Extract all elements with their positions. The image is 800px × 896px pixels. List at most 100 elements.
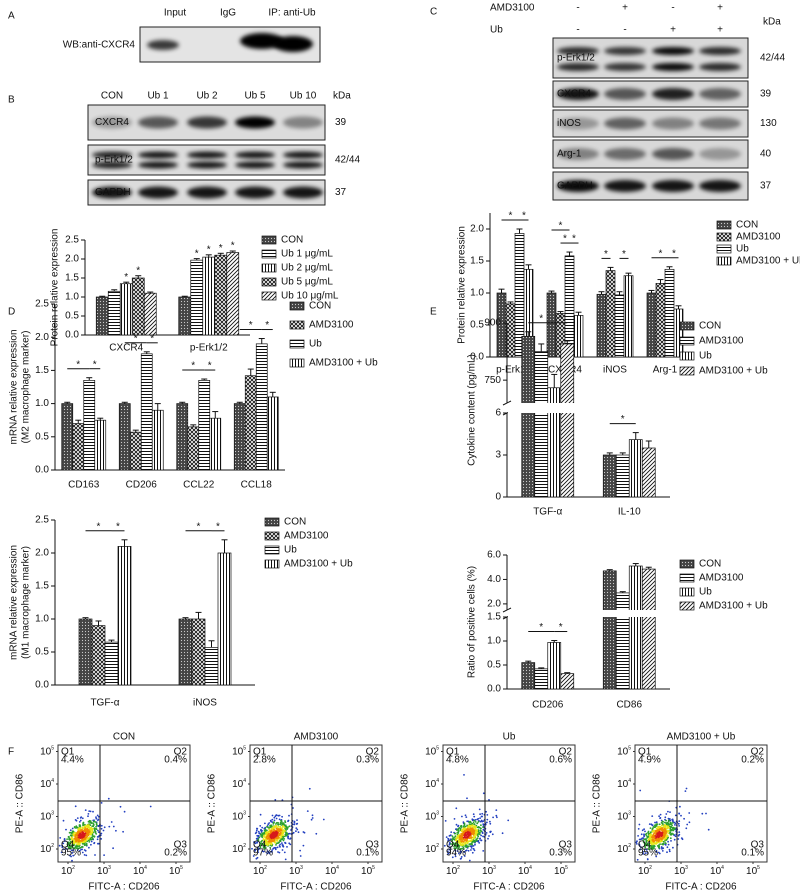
flow-dot [685,790,687,792]
legend-label: CON [699,321,721,332]
x-axis-label: FITC-A : CD206 [280,882,352,893]
bar [188,427,199,470]
bar [73,424,84,470]
flow-dot [658,815,660,817]
flow-dot [77,817,79,819]
flow-dot [272,823,274,825]
flow-dot [95,826,97,828]
flow-dot [683,818,685,820]
flow-dot [482,823,484,825]
tick-base: 10 [232,811,244,822]
bar [179,619,192,685]
kda-label: 39 [335,117,347,128]
flow-dot [101,802,103,804]
error-bar [259,339,265,344]
flow-dot [80,817,82,819]
legend-label: Ub [699,351,712,362]
legend-label: CON [736,220,758,231]
flow-dot [273,817,275,819]
flow-dot [482,826,484,828]
flow-dot [473,813,475,815]
condition-label: Ub [490,25,503,36]
flow-dot [95,818,97,820]
x-tick-label: 103 [97,865,111,876]
condition-label: AMD3100 [490,3,535,14]
flow-dot [637,835,639,837]
lane-label: IP: anti-Ub [268,8,316,19]
flow-dot [661,848,663,850]
comparison-label: * [559,622,563,633]
comparison-label: * [134,333,138,344]
y-tick-label: 0 [495,492,501,503]
flow-dot [293,824,295,826]
y-tick-label: 102 [425,843,439,854]
flow-dot [94,827,96,829]
quadrant-percent: 0.3% [356,755,379,766]
tick-exponent: 3 [493,865,496,871]
flow-dot [474,820,476,822]
tick-exponent: 4 [436,778,439,784]
legend-label: AMD3100 [736,232,781,243]
bar [84,380,95,470]
flow-dot [674,839,676,841]
tick-exponent: 5 [565,865,568,871]
flow-dot [122,831,124,833]
flow-dot [287,820,289,822]
flow-dot [661,843,663,845]
flow-dot [644,831,646,833]
tick-base: 10 [40,779,52,790]
kda-title: kDa [763,17,781,28]
flow-dot [275,844,277,846]
bar [565,256,574,357]
significance-label: * [195,248,199,259]
flow-dot [108,798,110,800]
legend-label: CON [281,235,303,246]
x-tick-label: 103 [482,865,496,876]
tick-base: 10 [482,866,494,877]
flow-dot [495,809,497,811]
legend-swatch [680,602,694,610]
legend-swatch [262,250,276,258]
panel-label: E [430,307,437,318]
tick-exponent: 4 [51,778,54,784]
bar [603,455,616,497]
bar [603,571,616,689]
flow-dot [79,821,81,823]
flow-dot [680,815,682,817]
legend-swatch [262,264,276,272]
flow-dot [100,838,102,840]
flow-dot [84,849,86,851]
tick-base: 10 [425,811,437,822]
y-tick-label: 0.5 [487,660,501,671]
lane-label: Ub 5 [244,91,266,102]
flow-dot [475,821,477,823]
flow-dot [483,829,485,831]
error-bar [576,312,582,315]
flow-dot [70,829,72,831]
quadrant-percent: 0.1% [741,848,764,859]
legend-swatch [265,560,279,568]
legend-swatch [680,337,694,345]
flow-dot [651,815,653,817]
flow-dot [88,847,90,849]
flow-dot [468,843,470,845]
comparison-label: * [197,521,201,532]
x-tick-label: 105 [361,865,375,876]
legend-label: AMD3100 + Ub [309,358,378,369]
flow-dot [639,790,641,792]
bar [92,626,105,685]
tick-exponent: 2 [649,865,652,871]
error-bar [196,612,202,619]
flow-dot [312,814,314,816]
bar [647,293,656,357]
y-tick-label: 105 [232,746,246,757]
tick-base: 10 [133,866,145,877]
bar-chart: 0.00.51.01.52.02.5mRNA relative expressi… [9,515,353,709]
y-tick-label: 1.0 [35,398,49,409]
y-axis-label: Cytokine content (pg/mL) [467,354,478,466]
flow-dot [643,836,645,838]
flow-dot [660,814,662,816]
tick-base: 10 [232,746,244,757]
flow-plot: UbQ14.8%Q20.6%Q30.3%Q494%PE-A :: CD86FIT… [400,732,575,893]
flow-dot [489,821,491,823]
